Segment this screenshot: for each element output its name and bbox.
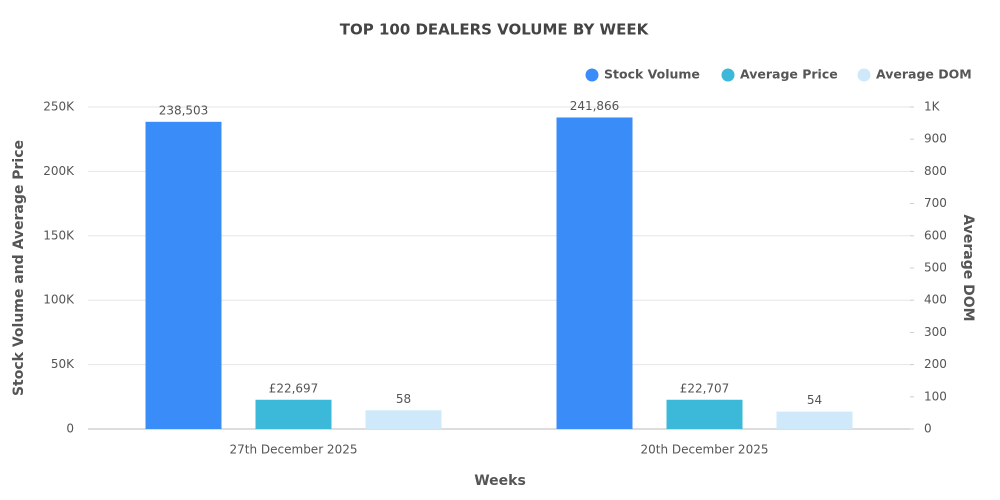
data-label: £22,707 <box>680 381 730 395</box>
x-tick-label: 20th December 2025 <box>641 443 769 457</box>
y2-tick-label: 600 <box>924 228 947 242</box>
y-tick-label: 150K <box>43 228 75 242</box>
bar <box>145 121 222 429</box>
legend-label: Stock Volume <box>604 67 700 82</box>
y-tick-label: 250K <box>43 100 75 114</box>
legend-marker <box>857 68 871 82</box>
data-label: 238,503 <box>159 103 209 117</box>
legend-marker <box>585 68 599 82</box>
data-label: 241,866 <box>570 99 620 113</box>
data-label: 58 <box>396 392 411 406</box>
x-tick-label: 27th December 2025 <box>230 443 358 457</box>
data-label: £22,697 <box>269 381 319 395</box>
bar <box>666 399 743 429</box>
y2-tick-label: 800 <box>924 164 947 178</box>
y2-tick-label: 1K <box>924 100 941 114</box>
bar <box>556 117 633 429</box>
chart-title: TOP 100 DEALERS VOLUME BY WEEK <box>340 21 650 39</box>
y-tick-label: 50K <box>51 357 75 371</box>
y2-tick-label: 200 <box>924 357 947 371</box>
y-tick-label: 100K <box>43 293 75 307</box>
bar <box>255 399 332 429</box>
y2-tick-label: 300 <box>924 325 947 339</box>
y-tick-label: 0 <box>66 422 74 436</box>
x-axis-title: Weeks <box>474 473 526 489</box>
y2-tick-label: 500 <box>924 261 947 275</box>
y2-tick-label: 0 <box>924 422 932 436</box>
y2-tick-label: 700 <box>924 196 947 210</box>
data-label: 54 <box>807 393 822 407</box>
y2-tick-label: 900 <box>924 132 947 146</box>
y2-axis-title: Average DOM <box>960 214 976 321</box>
bar <box>776 411 853 429</box>
legend-label: Average DOM <box>876 67 972 82</box>
legend-marker <box>721 68 735 82</box>
legend-label: Average Price <box>740 67 838 82</box>
bar <box>365 410 442 429</box>
y-tick-label: 200K <box>43 164 75 178</box>
y2-tick-label: 100 <box>924 389 947 403</box>
y2-tick-label: 400 <box>924 293 947 307</box>
y-axis-title: Stock Volume and Average Price <box>11 140 27 396</box>
